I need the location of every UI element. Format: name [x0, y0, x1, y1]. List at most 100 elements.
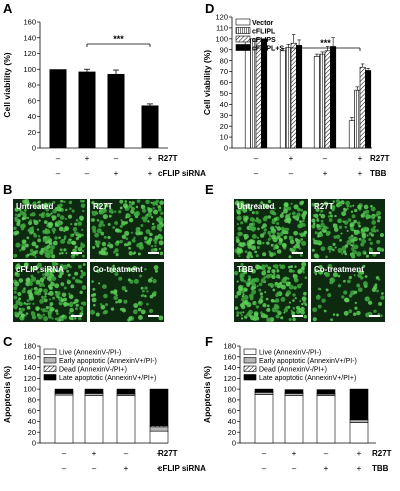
cell [287, 265, 291, 269]
cell [123, 243, 128, 247]
cell [158, 240, 164, 246]
cell [332, 248, 335, 252]
y-tick-label: 120 [215, 13, 228, 22]
cell [362, 281, 368, 287]
cell [235, 236, 240, 241]
cell [73, 231, 77, 235]
cell [48, 285, 53, 290]
cell [288, 255, 292, 259]
legend-swatch [243, 374, 257, 381]
cell [152, 222, 155, 226]
cell [299, 220, 302, 223]
cell [81, 249, 85, 253]
cell [82, 209, 85, 213]
cell [293, 277, 299, 283]
cell [293, 204, 299, 210]
cell [260, 201, 264, 205]
cell [59, 248, 63, 252]
cell [59, 215, 65, 220]
stacked-bar-segment [149, 388, 169, 427]
cell [368, 238, 372, 241]
cell [247, 251, 252, 257]
cell [269, 283, 275, 288]
cell [258, 288, 262, 292]
stacked-bar-segment [254, 394, 274, 444]
cell [51, 254, 56, 259]
cell [44, 295, 47, 298]
cell [376, 219, 381, 223]
y-tick-label: 10 [220, 133, 228, 142]
cell [61, 292, 67, 298]
condition-label: cFLIP siRNA [158, 464, 206, 473]
cell [132, 309, 138, 315]
condition-label: TBB [372, 464, 389, 473]
cell [45, 310, 49, 313]
cell [348, 236, 353, 241]
cell [116, 240, 120, 244]
cell [342, 250, 347, 254]
cell [146, 302, 149, 306]
cell [236, 215, 242, 221]
cell [284, 218, 289, 223]
cell [136, 227, 141, 232]
cell [311, 218, 316, 223]
cell [312, 238, 316, 241]
cell [50, 281, 55, 287]
cell [135, 205, 139, 209]
cell [51, 227, 57, 233]
cell [18, 310, 23, 315]
legend-swatch [243, 365, 257, 372]
micrograph-label: Co-treatment [314, 265, 364, 274]
cell [140, 286, 144, 290]
stacked-bar-segment [284, 395, 304, 444]
cell [379, 232, 385, 238]
cell [246, 302, 252, 308]
cell [99, 303, 103, 306]
cell [108, 243, 114, 249]
cell [28, 226, 34, 233]
cell [21, 246, 26, 251]
cell [352, 242, 355, 245]
cell [68, 312, 71, 315]
cell [318, 213, 322, 216]
cell [378, 301, 383, 306]
cell [149, 232, 153, 237]
condition-mark: + [92, 449, 97, 458]
y-axis-label: Cell viability (%) [2, 52, 12, 117]
bar [348, 120, 355, 149]
cell [56, 213, 61, 217]
cell [40, 247, 45, 253]
cell [289, 239, 295, 245]
cell [327, 263, 333, 269]
cell [50, 245, 55, 250]
stacked-bar-segment [254, 392, 274, 395]
cell [41, 295, 44, 298]
cell [42, 229, 46, 233]
cell [345, 200, 351, 206]
cell [99, 220, 104, 225]
cell [72, 276, 76, 280]
cell [114, 221, 118, 225]
cell [42, 205, 47, 210]
y-tick-label: 80 [228, 395, 236, 404]
cell [360, 242, 365, 247]
cell [265, 274, 271, 279]
cell [295, 305, 300, 310]
cell [328, 231, 331, 234]
cell [358, 224, 361, 228]
cell [320, 213, 326, 219]
cell [256, 239, 262, 245]
cell [42, 313, 45, 317]
cell [37, 314, 43, 320]
cell [158, 218, 162, 221]
cell [298, 223, 304, 229]
cell [315, 202, 320, 207]
cell [253, 302, 257, 306]
cell [152, 201, 156, 205]
cell [297, 207, 301, 212]
cell [274, 225, 278, 228]
cell [61, 314, 65, 318]
cell [33, 233, 38, 238]
cell [148, 308, 154, 314]
cell [138, 231, 143, 236]
